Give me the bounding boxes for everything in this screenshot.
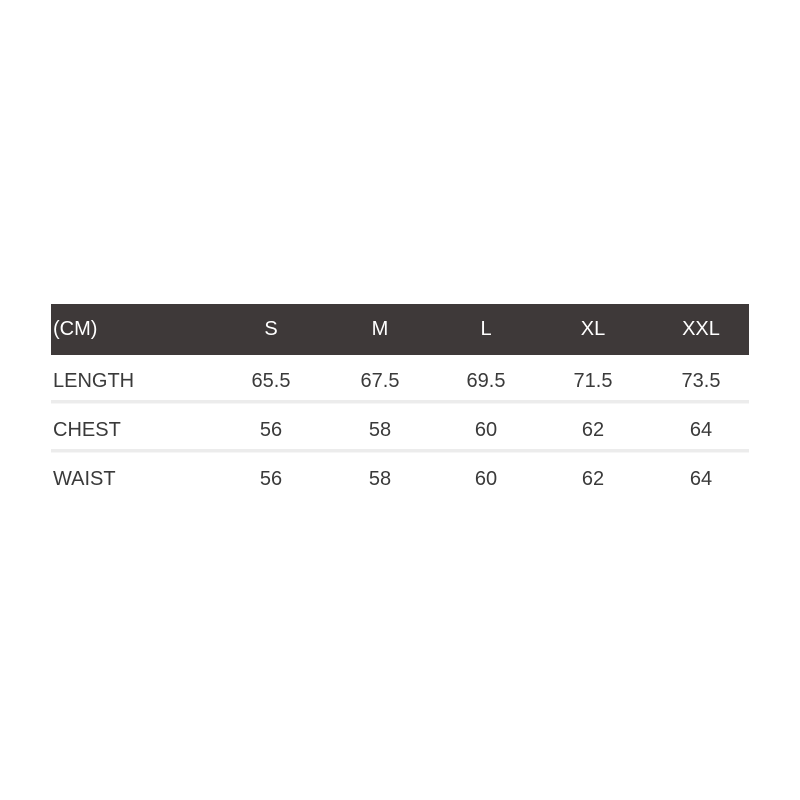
table-cell: 71.5 <box>573 370 613 392</box>
table-cell: 62 <box>581 468 605 490</box>
size-header-l: L <box>480 318 492 340</box>
table-row-length: LENGTH 65.5 67.5 69.5 71.5 73.5 <box>51 355 749 400</box>
table-cell: 58 <box>368 468 392 490</box>
row-label: WAIST <box>53 468 116 490</box>
table-cell: 56 <box>259 419 283 441</box>
table-header: (CM) S M L XL XXL <box>51 304 749 355</box>
table-cell: 69.5 <box>466 370 506 392</box>
size-header-xxl: XXL <box>682 318 720 340</box>
table-cell: 60 <box>474 468 498 490</box>
size-header-xl: XL <box>580 318 606 340</box>
row-label: LENGTH <box>53 370 135 392</box>
size-chart-table: (CM) S M L XL XXL LENGTH 65.5 67.5 69.5 … <box>51 304 749 498</box>
row-divider <box>51 449 749 453</box>
size-header-s: S <box>264 318 278 340</box>
row-label: CHEST <box>53 419 121 441</box>
table-cell: 62 <box>581 419 605 441</box>
table-cell: 67.5 <box>360 370 400 392</box>
table-cell: 60 <box>474 419 498 441</box>
table-cell: 56 <box>259 468 283 490</box>
table-cell: 64 <box>689 468 713 490</box>
table-row-waist: WAIST 56 58 60 62 64 <box>51 453 749 498</box>
size-header-m: M <box>371 318 389 340</box>
table-cell: 73.5 <box>681 370 721 392</box>
table-cell: 65.5 <box>251 370 291 392</box>
unit-header: (CM) <box>53 318 98 340</box>
table-cell: 64 <box>689 419 713 441</box>
table-row-chest: CHEST 56 58 60 62 64 <box>51 404 749 449</box>
row-divider <box>51 400 749 404</box>
table-cell: 58 <box>368 419 392 441</box>
